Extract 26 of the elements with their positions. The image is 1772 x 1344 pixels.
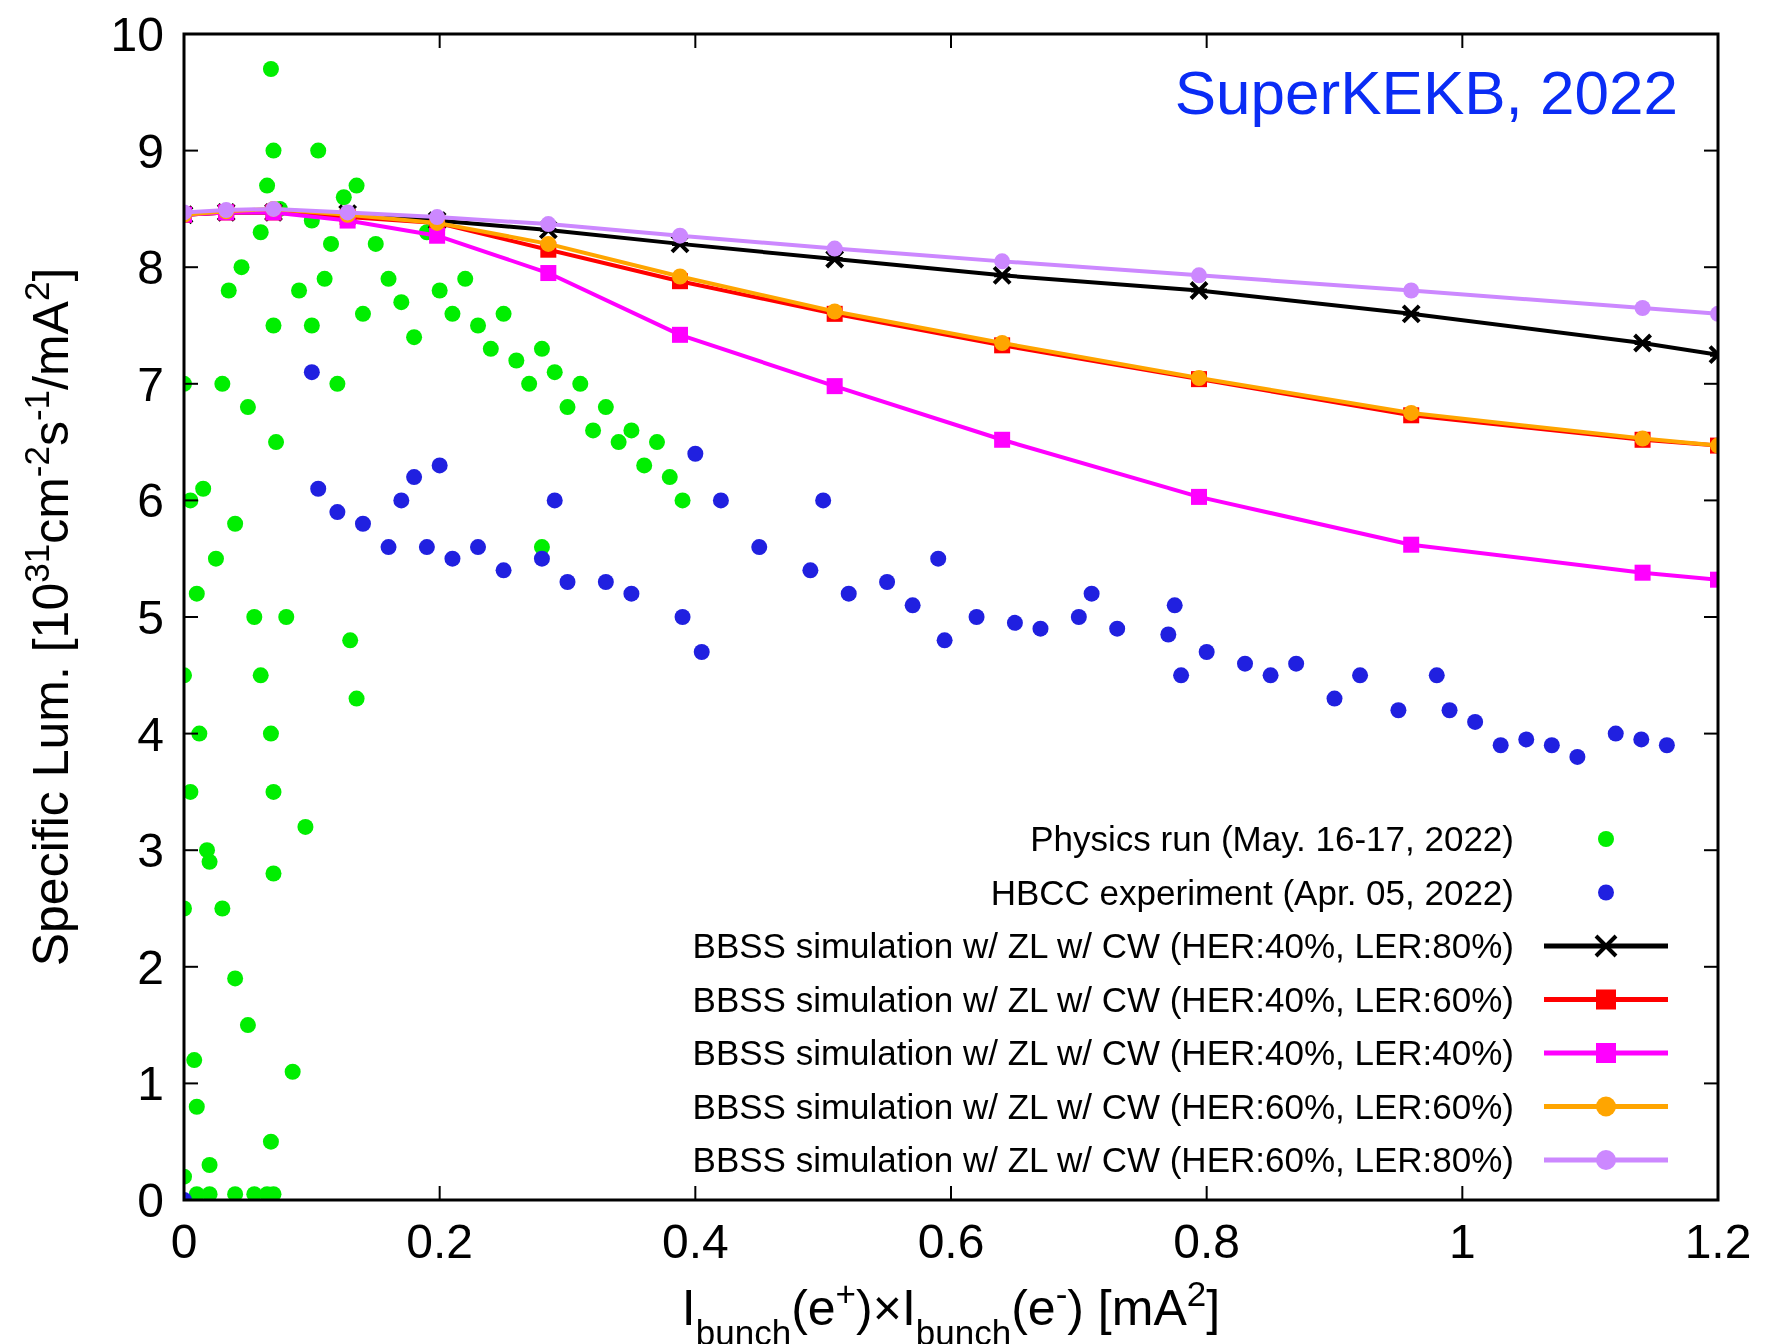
y-tick-label: 3: [137, 824, 164, 878]
x-tick-label: 0.8: [1173, 1215, 1241, 1268]
y-tick-label: 8: [137, 241, 164, 295]
y-tick-label: 9: [137, 124, 164, 178]
y-tick-label: 0: [137, 1174, 164, 1227]
x-tick-label: 1.2: [1684, 1215, 1752, 1268]
legend-label: Physics run (May. 16-17, 2022): [1030, 819, 1514, 858]
legend-label: BBSS simulation w/ ZL w/ CW (HER:40%, LER:60%): [692, 979, 1514, 1019]
x-tick-label: 0.4: [661, 1215, 729, 1268]
legend-label: BBSS simulation w/ ZL w/ CW (HER:40%, LER:80%): [692, 926, 1514, 965]
x-tick-label: 0.2: [406, 1215, 474, 1268]
legend-label: HBCC experiment (Apr. 05, 2022): [990, 872, 1514, 912]
y-tick-label: 4: [137, 707, 164, 761]
y-tick-label: 2: [137, 940, 164, 994]
y-tick-label: 5: [137, 591, 164, 644]
x-tick-label: 1: [1448, 1215, 1476, 1268]
legend-label: BBSS simulation w/ ZL w/ CW (HER:40%, LER:40%): [692, 1033, 1514, 1072]
y-tick-label: 7: [137, 357, 164, 411]
x-tick-label: 0.6: [917, 1215, 985, 1268]
x-tick-label: 0: [170, 1215, 198, 1268]
y-tick-label: 10: [110, 8, 164, 61]
y-tick-label: 1: [137, 1057, 164, 1111]
legend-label: BBSS simulation w/ ZL w/ CW (HER:60%, LER:80%): [692, 1140, 1514, 1179]
y-tick-label: 6: [137, 474, 164, 528]
annotation: SuperKEKB, 2022: [1174, 58, 1678, 127]
legend-label: BBSS simulation w/ ZL w/ CW (HER:60%, LER:60%): [692, 1086, 1514, 1126]
